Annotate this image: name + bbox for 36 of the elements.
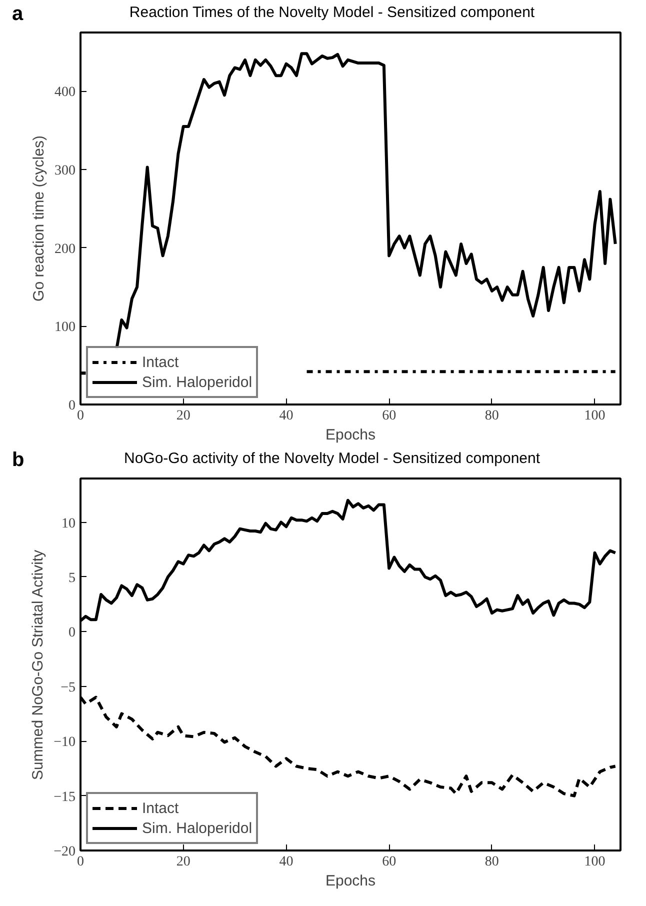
legend-label: Intact (142, 800, 179, 816)
y-tick-label: 10 (62, 516, 76, 532)
y-tick-label: 0 (68, 398, 76, 414)
line-series (80, 498, 617, 622)
x-tick-label: 80 (484, 854, 499, 870)
chart-title: NoGo-Go activity of the Novelty Model - Sensitized component (124, 449, 540, 469)
x-tick-label: 40 (279, 854, 294, 870)
x-tick-label: 40 (279, 408, 294, 424)
x-axis-title: Epochs (325, 426, 376, 444)
y-tick-label: −15 (54, 790, 76, 805)
x-axis-title: Epochs (325, 872, 376, 890)
y-tick-label: 200 (54, 242, 76, 257)
y-tick-label: −5 (60, 680, 76, 696)
y-tick-label: −20 (54, 844, 76, 860)
legend-label: Sim. Haloperidol (142, 820, 252, 836)
text: b (12, 448, 24, 473)
x-tick-label: 100 (584, 854, 606, 870)
y-tick-label: 300 (54, 164, 76, 179)
y-tick-label: −10 (54, 735, 76, 750)
x-tick-label: 60 (382, 854, 396, 870)
legend-label: Intact (142, 354, 179, 370)
x-tick-label: 60 (382, 408, 396, 424)
x-tick-label: 20 (176, 854, 190, 870)
x-tick-label: 20 (176, 408, 190, 424)
x-tick-label: 100 (584, 408, 606, 424)
x-tick-label: 80 (484, 408, 499, 424)
text: a (12, 2, 24, 27)
y-tick-label: 0 (68, 626, 76, 641)
y-axis-title: Summed NoGo-Go Striatal Activity (30, 549, 47, 780)
line-series (80, 696, 617, 798)
y-tick-label: 400 (54, 85, 76, 100)
legend-label: Sim. Haloperidol (142, 374, 252, 390)
y-tick-label: 100 (54, 320, 76, 336)
chart-title: Reaction Times of the Novelty Model - Sensitized component (129, 3, 535, 23)
y-tick-label: 5 (68, 570, 76, 586)
y-axis-title: Go reaction time (cycles) (30, 136, 48, 302)
